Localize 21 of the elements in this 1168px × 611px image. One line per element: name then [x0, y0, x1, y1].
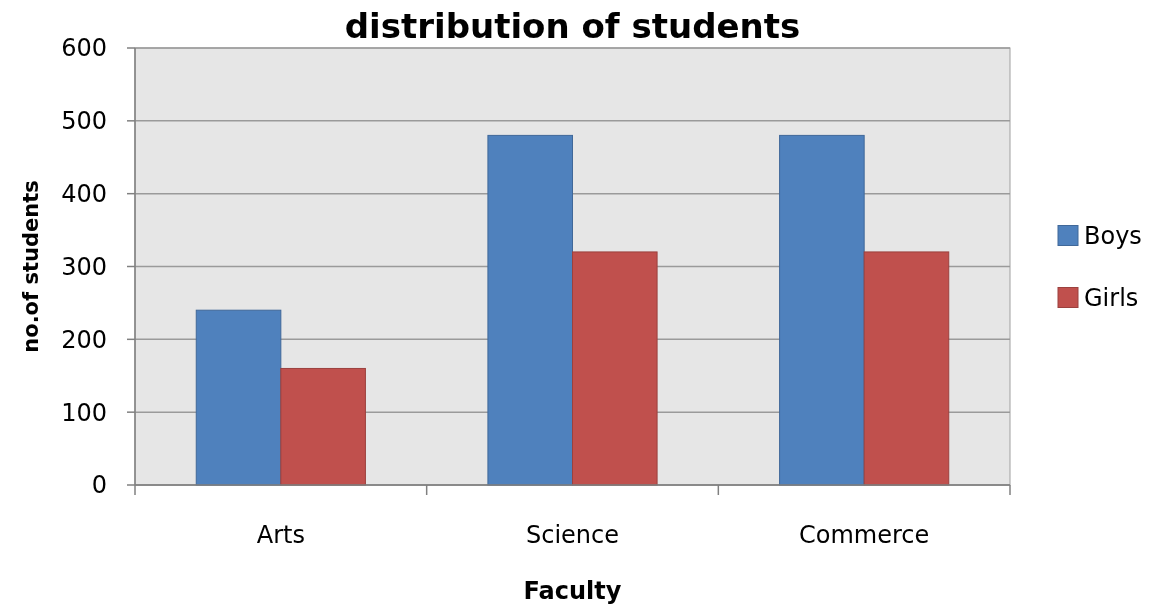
x-tick-label: Science: [525, 521, 620, 549]
x-tick-label: Commerce: [799, 521, 930, 549]
chart-title: distribution of students: [344, 6, 801, 46]
y-tick-label: 500: [61, 107, 107, 136]
y-tick-label: 300: [61, 252, 107, 281]
y-axis-title: no.of students: [19, 180, 43, 353]
x-axis-title: Faculty: [523, 577, 622, 605]
bar: [572, 251, 658, 486]
x-tick-label: Arts: [256, 521, 305, 549]
y-tick-label: 600: [61, 34, 107, 63]
y-tick-label: 100: [61, 398, 107, 427]
legend-label: Boys: [1084, 221, 1142, 250]
bar: [779, 134, 865, 486]
y-tick-label: 400: [61, 180, 107, 209]
bar: [863, 251, 950, 486]
bar: [280, 367, 366, 486]
bar: [487, 134, 573, 486]
y-tick-label: 200: [61, 325, 107, 354]
legend-label: Girls: [1084, 283, 1139, 312]
bar: [195, 309, 282, 486]
y-tick-label: 0: [91, 471, 107, 500]
